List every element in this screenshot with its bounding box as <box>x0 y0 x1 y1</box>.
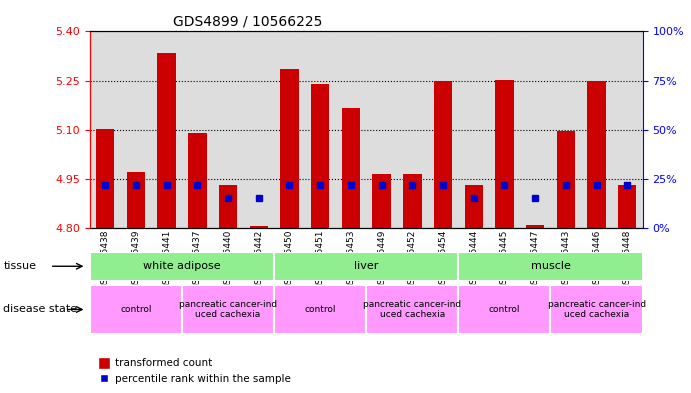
Bar <box>311 84 330 228</box>
Bar <box>182 285 274 334</box>
Text: control: control <box>120 305 151 314</box>
Bar <box>158 53 176 228</box>
Bar <box>403 174 422 228</box>
Bar <box>274 31 305 228</box>
Bar <box>90 31 120 228</box>
Bar <box>366 285 458 334</box>
Text: muscle: muscle <box>531 261 571 271</box>
Bar <box>618 185 636 228</box>
Bar <box>120 31 151 228</box>
Bar <box>274 285 366 334</box>
Bar <box>428 31 458 228</box>
Bar <box>243 31 274 228</box>
Bar <box>458 285 551 334</box>
Bar <box>305 31 336 228</box>
Bar <box>397 31 428 228</box>
Bar <box>372 174 391 228</box>
Bar <box>336 31 366 228</box>
Bar <box>557 131 575 228</box>
Bar <box>495 80 513 228</box>
Bar <box>581 31 612 228</box>
Bar <box>96 129 115 228</box>
Text: liver: liver <box>354 261 379 271</box>
Bar <box>464 185 483 228</box>
Text: pancreatic cancer-ind
uced cachexia: pancreatic cancer-ind uced cachexia <box>179 300 277 319</box>
Bar <box>458 31 489 228</box>
Text: tissue: tissue <box>3 261 37 271</box>
Bar <box>551 285 643 334</box>
Bar <box>90 285 182 334</box>
Bar <box>219 185 237 228</box>
Bar <box>526 225 545 228</box>
Text: pancreatic cancer-ind
uced cachexia: pancreatic cancer-ind uced cachexia <box>363 300 462 319</box>
Bar <box>434 81 452 228</box>
Bar <box>182 31 213 228</box>
Bar <box>188 133 207 228</box>
Text: control: control <box>305 305 336 314</box>
Text: GDS4899 / 10566225: GDS4899 / 10566225 <box>173 15 322 29</box>
Bar <box>551 31 581 228</box>
Text: white adipose: white adipose <box>143 261 221 271</box>
Bar <box>489 31 520 228</box>
Bar <box>126 172 145 228</box>
Bar <box>213 31 243 228</box>
Bar <box>520 31 551 228</box>
Bar <box>587 81 606 228</box>
Bar <box>281 69 299 228</box>
Bar <box>274 252 458 281</box>
Text: disease state: disease state <box>3 305 77 314</box>
Bar <box>341 108 360 228</box>
Bar <box>458 252 643 281</box>
Text: control: control <box>489 305 520 314</box>
Bar <box>249 226 268 228</box>
Bar <box>612 31 643 228</box>
Text: pancreatic cancer-ind
uced cachexia: pancreatic cancer-ind uced cachexia <box>547 300 645 319</box>
Bar <box>90 252 274 281</box>
Bar <box>151 31 182 228</box>
Bar <box>366 31 397 228</box>
Legend: transformed count, percentile rank within the sample: transformed count, percentile rank withi… <box>95 354 295 388</box>
